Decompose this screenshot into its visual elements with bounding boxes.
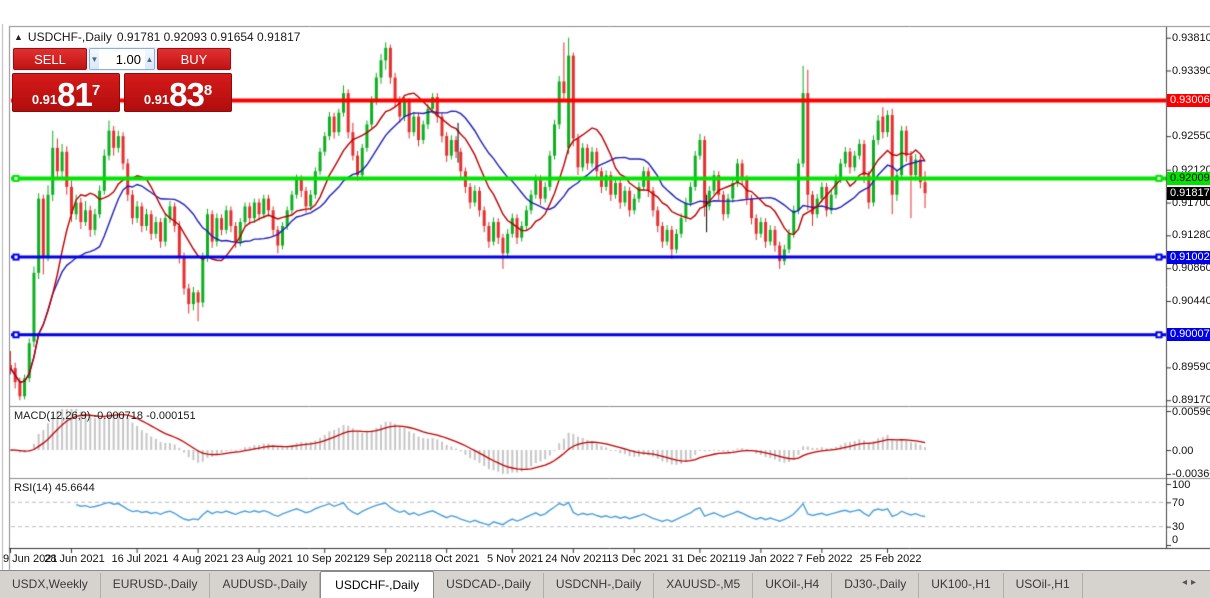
ohlc-values: 0.91781 0.92093 0.91654 0.91817 xyxy=(116,30,301,44)
lot-decrease-button[interactable]: ▼ xyxy=(90,49,99,69)
chart-tab-audusd-[interactable]: AUDUSD-,Daily xyxy=(210,573,321,598)
chart-title-row: ▲ USDCHF-,Daily 0.91781 0.92093 0.91654 … xyxy=(12,29,300,47)
date-tick-label: 19 Jan 2022 xyxy=(733,553,795,565)
date-tick-label: 9 Jun 2021 xyxy=(3,553,58,565)
sell-button[interactable]: SELL xyxy=(13,48,87,70)
buy-price-big: 83 xyxy=(169,76,205,113)
sell-price-display[interactable]: 0.91 81 7 xyxy=(12,73,120,112)
lot-size-input[interactable] xyxy=(99,49,145,69)
date-tick-label: 24 Nov 2021 xyxy=(545,553,608,565)
date-tick-label: 16 Jul 2021 xyxy=(111,553,169,565)
tab-scroll-left-icon[interactable]: ◂ xyxy=(1181,577,1191,588)
chart-tab-usdcnh-[interactable]: USDCNH-,Daily xyxy=(544,573,655,598)
date-tick-label: 5 Nov 2021 xyxy=(487,553,544,565)
macd-axis-label: -0.003664 xyxy=(1172,468,1210,481)
date-tick-label: 28 Jun 2021 xyxy=(44,553,105,565)
price-tick-label: 0.89590 xyxy=(1172,361,1210,374)
chart-tab-eurusd-[interactable]: EURUSD-,Daily xyxy=(101,573,211,598)
price-tick-label: 0.90440 xyxy=(1172,294,1210,307)
chart-tab-usdcad-[interactable]: USDCAD-,Daily xyxy=(434,573,544,598)
rsi-axis-label: 100 xyxy=(1172,478,1191,491)
rsi-axis-label: 0 xyxy=(1172,533,1179,546)
buy-price-display[interactable]: 0.91 83 8 xyxy=(124,73,232,112)
price-tick-label: 0.93810 xyxy=(1172,31,1210,44)
buy-price-base: 0.91 xyxy=(143,92,170,107)
chevron-down-icon: ▼ xyxy=(90,54,99,64)
chart-tab-xauusd-[interactable]: XAUUSD-,M5 xyxy=(654,573,754,598)
collapse-panel-icon[interactable]: ▲ xyxy=(14,32,23,42)
lot-size-control: ▼ ▲ xyxy=(89,48,155,70)
price-tick-label: 0.90860 xyxy=(1172,262,1210,275)
chart-tab-ukoil-[interactable]: UKOil-,H4 xyxy=(753,573,833,598)
date-tick-label: 29 Sep 2021 xyxy=(357,553,421,565)
macd-axis-label: 0.00 xyxy=(1172,444,1194,457)
date-tick-label: 7 Feb 2022 xyxy=(796,553,853,565)
buy-price-sup: 8 xyxy=(203,82,213,99)
macd-axis-label: 0.005963 xyxy=(1172,405,1210,418)
chart-tab-bar: USDX,Weekly EURUSD-,Daily AUDUSD-,Daily USD… xyxy=(0,570,1210,598)
tab-scroll-buttons[interactable]: ◂▸ xyxy=(1172,571,1210,594)
date-tick-label: 18 Oct 2021 xyxy=(419,553,480,565)
chart-tab-uk100-[interactable]: UK100-,H1 xyxy=(919,573,1004,598)
date-tick-label: 31 Dec 2021 xyxy=(671,553,735,565)
date-tick-label: 10 Sep 2021 xyxy=(296,553,360,565)
level-price-badge: 0.93006 xyxy=(1167,94,1210,107)
date-tick-label: 13 Dec 2021 xyxy=(606,553,669,565)
one-click-trading-panel: ▲ USDCHF-,Daily 0.91781 0.92093 0.91654 … xyxy=(12,29,300,112)
symbol-title: USDCHF-,Daily xyxy=(27,30,112,44)
buy-button[interactable]: BUY xyxy=(157,48,231,70)
rsi-axis-label: 30 xyxy=(1172,521,1185,534)
level-price-badge: 0.92009 xyxy=(1167,171,1210,185)
tab-scroll-right-icon[interactable]: ▸ xyxy=(1190,577,1200,588)
date-tick-label: 25 Feb 2022 xyxy=(859,553,922,565)
date-tick-label: 4 Aug 2021 xyxy=(173,553,229,565)
lot-increase-button[interactable]: ▲ xyxy=(145,49,154,69)
current-price-badge: 0.91817 xyxy=(1167,186,1210,200)
price-tick-label: 0.92550 xyxy=(1172,130,1210,143)
chart-tab-dj30-[interactable]: DJ30-,Daily xyxy=(832,573,920,598)
level-price-badge: 0.90007 xyxy=(1167,328,1210,342)
chart-tab-usoil-[interactable]: USOil-,H1 xyxy=(1004,573,1083,598)
chart-tab-usdchf-[interactable]: USDCHF-,Daily xyxy=(320,571,435,598)
chevron-up-icon: ▲ xyxy=(145,54,154,64)
price-tick-label: 0.91280 xyxy=(1172,229,1210,242)
level-price-badge: 0.91002 xyxy=(1167,250,1210,264)
date-tick-label: 23 Aug 2021 xyxy=(231,553,294,565)
chart-tab-usdx[interactable]: USDX,Weekly xyxy=(0,573,101,598)
rsi-axis-label: 70 xyxy=(1172,496,1185,509)
sell-price-sup: 7 xyxy=(91,82,101,99)
price-tick-label: 0.89170 xyxy=(1172,394,1210,407)
price-tick-label: 0.93390 xyxy=(1172,64,1210,77)
rsi-indicator-label: RSI(14) 45.6644 xyxy=(14,482,95,494)
sell-price-base: 0.91 xyxy=(31,92,58,107)
sell-price-big: 81 xyxy=(57,76,93,113)
macd-indicator-label: MACD(12,26,9) -0.000718 -0.000151 xyxy=(14,410,196,422)
